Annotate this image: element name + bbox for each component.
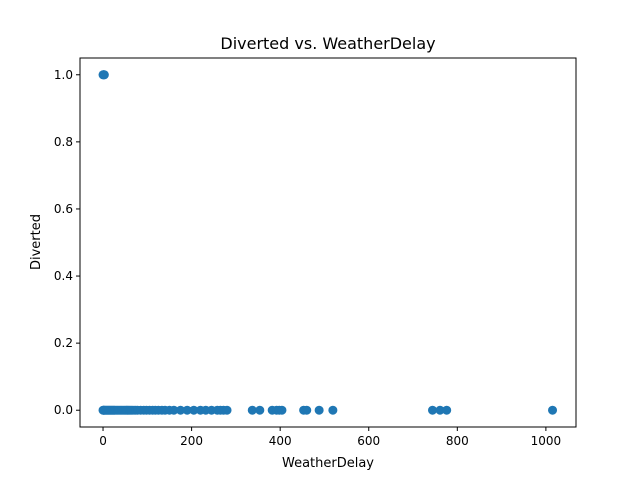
data-point (189, 405, 199, 415)
data-point (302, 405, 312, 415)
chart-title: Diverted vs. WeatherDelay (220, 34, 435, 53)
plot-frame (79, 57, 577, 428)
x-tick-label: 400 (269, 434, 292, 448)
data-points (98, 70, 558, 415)
y-tick-label: 1.0 (54, 68, 73, 82)
y-tick-label: 0.0 (54, 403, 73, 417)
data-point (328, 405, 338, 415)
x-tick-label: 0 (99, 434, 107, 448)
data-point (255, 405, 265, 415)
x-tick-label: 1000 (531, 434, 562, 448)
x-tick-label: 200 (180, 434, 203, 448)
x-tick-label: 800 (446, 434, 469, 448)
data-point (176, 405, 186, 415)
data-point (548, 405, 558, 415)
y-tick-label: 0.4 (54, 269, 73, 283)
data-point (222, 405, 232, 415)
y-tick-label: 0.2 (54, 336, 73, 350)
data-point (435, 405, 445, 415)
data-point (169, 405, 179, 415)
y-axis-label: Diverted (29, 214, 44, 270)
data-point (442, 405, 452, 415)
x-axis-ticks: 0 200 400 600 800 1000 (99, 427, 561, 448)
data-point (99, 70, 109, 80)
data-point (182, 405, 192, 415)
y-axis-ticks: 0.0 0.2 0.4 0.6 0.8 1.0 (54, 68, 80, 417)
x-axis-label: WeatherDelay (282, 456, 374, 471)
data-point (247, 405, 257, 415)
data-point (314, 405, 324, 415)
data-point (277, 405, 287, 415)
data-point (428, 405, 438, 415)
y-tick-label: 0.6 (54, 202, 73, 216)
x-tick-label: 600 (357, 434, 380, 448)
y-tick-label: 0.8 (54, 135, 73, 149)
